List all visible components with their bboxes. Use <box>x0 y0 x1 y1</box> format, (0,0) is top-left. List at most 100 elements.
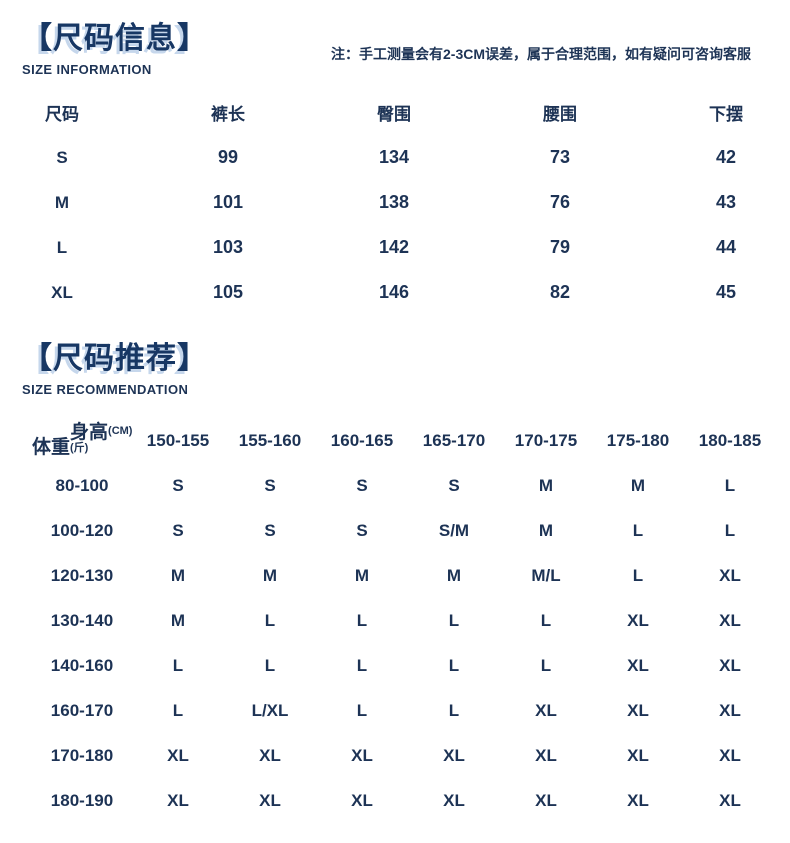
recommend-cell: M <box>262 565 278 585</box>
size-table-cell: 73 <box>549 147 571 167</box>
recommend-cell: M <box>354 565 370 585</box>
recommend-cell: L <box>356 655 368 675</box>
recommend-cell: L <box>632 565 644 585</box>
height-label: 身高 <box>70 421 109 443</box>
size-table-cell: 138 <box>378 192 410 212</box>
size-table-cell: 82 <box>549 282 571 302</box>
size-table-cell: 44 <box>715 237 737 257</box>
recommend-cell: XL <box>627 700 649 720</box>
weight-row-label: 140-160 <box>50 655 114 675</box>
recommend-cell: L <box>356 610 368 630</box>
recommend-cell: S <box>356 475 368 495</box>
height-range-header: 180-185 <box>698 430 762 450</box>
recommend-cell: XL <box>167 745 189 765</box>
weight-row-label: 170-180 <box>50 745 114 765</box>
recommend-cell: L/XL <box>251 700 289 720</box>
size-info-table: 尺码 裤长 臀围 腰围 下摆 S 99 134 73 42 M 101 138 … <box>0 90 790 315</box>
weight-row-label: 120-130 <box>50 565 114 585</box>
recommend-cell: XL <box>627 655 649 675</box>
size-info-subtitle: SIZE INFORMATION <box>22 62 152 77</box>
size-table-header-waist: 腰围 <box>543 105 577 124</box>
size-table-cell: 43 <box>715 192 737 212</box>
recommend-cell: XL <box>167 790 189 810</box>
size-table-cell: 146 <box>378 282 410 302</box>
recommend-cell: S <box>172 520 184 540</box>
size-row-label: M <box>54 192 70 212</box>
recommend-table: 80-100 S S S S M M L 100-120 S S S S/M M… <box>32 463 776 823</box>
recommend-cell: XL <box>719 565 741 585</box>
weight-row-label: 130-140 <box>50 610 114 630</box>
recommend-cell: XL <box>535 745 557 765</box>
recommend-cell: XL <box>535 700 557 720</box>
weight-row-label: 100-120 <box>50 520 114 540</box>
height-unit: (CM) <box>108 424 133 437</box>
size-table-header-size: 尺码 <box>45 105 79 124</box>
size-table-cell: 45 <box>715 282 737 302</box>
recommend-cell: S <box>264 475 276 495</box>
weight-label: 体重 <box>32 437 71 458</box>
size-table-cell: 79 <box>549 237 571 257</box>
size-table-cell: 105 <box>212 282 244 302</box>
recommend-cell: XL <box>719 610 741 630</box>
size-info-title: 【尺码信息】 <box>22 22 208 55</box>
size-table-header-pants-length: 裤长 <box>211 105 245 124</box>
recommend-cell: L <box>264 610 276 630</box>
recommend-cell: M <box>170 610 186 630</box>
recommend-cell: L <box>540 610 552 630</box>
size-info-section-header: 【尺码信息】 SIZE INFORMATION <box>22 13 208 77</box>
measurement-note: 注：手工测量会有2-3CM误差，属于合理范围，如有疑问可咨询客服 <box>331 46 752 62</box>
recommend-cell: S <box>448 475 460 495</box>
size-row-label: L <box>56 237 68 257</box>
recommend-cell: M <box>170 565 186 585</box>
size-table-header-hip: 臀围 <box>377 105 411 124</box>
recommend-cell: XL <box>627 610 649 630</box>
height-range-header: 155-160 <box>238 430 302 450</box>
corner-stack: 身高 (CM) (斤) <box>70 421 133 454</box>
recommend-cell: M <box>630 475 646 495</box>
recommend-cell: XL <box>719 700 741 720</box>
recommend-cell: XL <box>627 790 649 810</box>
recommend-cell: XL <box>719 655 741 675</box>
weight-row-label: 180-190 <box>50 790 114 810</box>
recommend-cell: XL <box>259 745 281 765</box>
height-range-header: 175-180 <box>606 430 670 450</box>
recommend-table-header-row: 体重 身高 (CM) (斤) 150-155 155-160 160-165 1… <box>32 418 776 463</box>
recommend-cell: XL <box>259 790 281 810</box>
recommend-cell: XL <box>351 790 373 810</box>
recommend-cell: L <box>172 655 184 675</box>
size-table-cell: 134 <box>378 147 410 167</box>
recommend-cell: XL <box>627 745 649 765</box>
size-row-label: S <box>56 147 68 167</box>
height-range-header: 150-155 <box>146 430 210 450</box>
recommend-cell: L <box>356 700 368 720</box>
size-table-cell: 76 <box>549 192 571 212</box>
recommend-cell: XL <box>351 745 373 765</box>
recommend-cell: M <box>538 520 554 540</box>
size-table-cell: 42 <box>715 147 737 167</box>
size-table-cell: 142 <box>378 237 410 257</box>
recommend-cell: XL <box>443 745 465 765</box>
height-range-header: 165-170 <box>422 430 486 450</box>
recommend-cell: L <box>264 655 276 675</box>
recommend-cell: L <box>724 520 736 540</box>
size-recommend-section-header: 【尺码推荐】 SIZE RECOMMENDATION <box>22 333 208 397</box>
size-table-cell: 103 <box>212 237 244 257</box>
weight-unit: (斤) <box>70 441 89 454</box>
recommend-cell: S/M <box>438 520 470 540</box>
recommend-cell: S <box>264 520 276 540</box>
size-recommend-subtitle: SIZE RECOMMENDATION <box>22 382 189 397</box>
weight-height-corner: 体重 身高 (CM) (斤) <box>32 418 132 463</box>
recommend-cell: XL <box>719 745 741 765</box>
recommend-cell: XL <box>535 790 557 810</box>
recommend-cell: L <box>172 700 184 720</box>
size-table-cell: 99 <box>217 147 239 167</box>
recommend-cell: M <box>538 475 554 495</box>
recommend-cell: L <box>448 700 460 720</box>
recommend-cell: XL <box>443 790 465 810</box>
recommend-cell: M/L <box>531 565 561 585</box>
weight-row-label: 80-100 <box>55 475 109 495</box>
recommend-cell: L <box>448 655 460 675</box>
recommend-cell: S <box>356 520 368 540</box>
recommend-cell: L <box>448 610 460 630</box>
recommend-cell: M <box>446 565 462 585</box>
